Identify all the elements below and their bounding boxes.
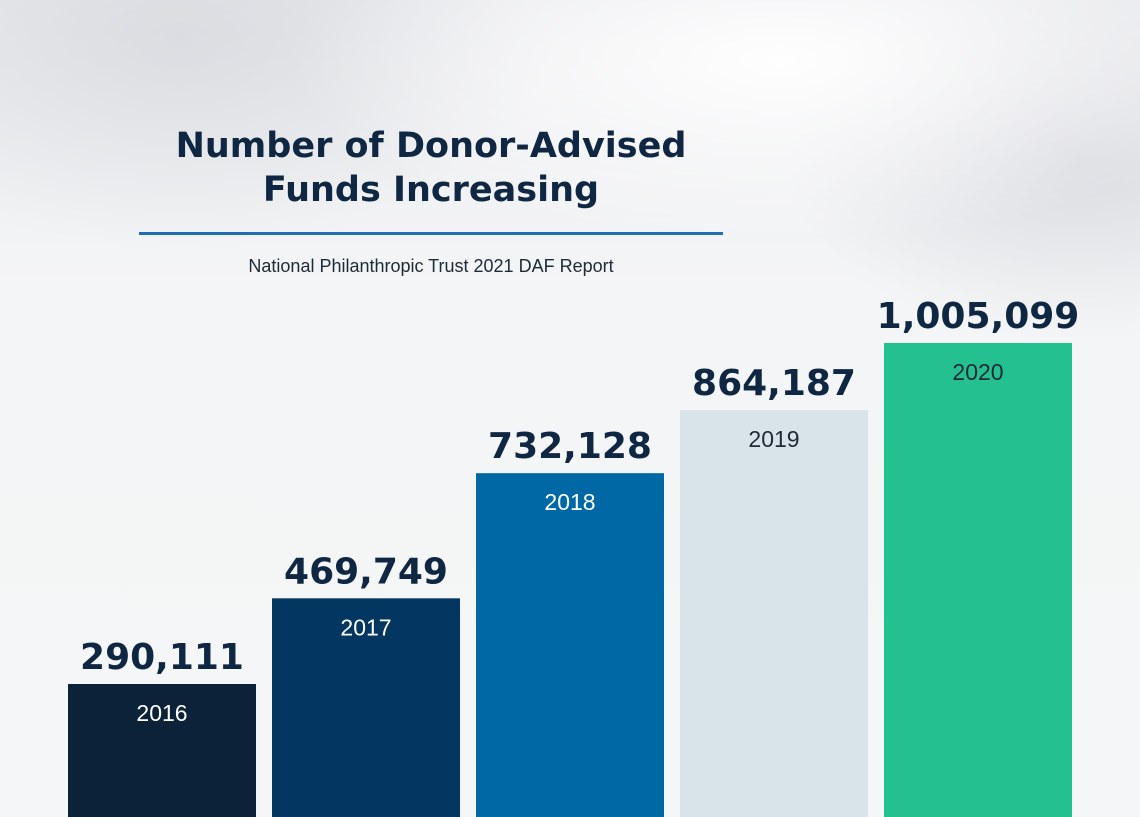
bar-2019 [680, 410, 868, 817]
category-label-2019: 2019 [748, 426, 799, 452]
bar-2017 [272, 598, 460, 817]
category-label-2016: 2016 [136, 700, 187, 726]
title-divider [139, 232, 723, 235]
value-label-2016: 290,111 [80, 637, 244, 678]
chart-subtitle: National Philanthropic Trust 2021 DAF Re… [248, 256, 614, 276]
bar-2016 [68, 684, 256, 817]
bar-2020 [884, 343, 1072, 817]
category-label-2018: 2018 [544, 489, 595, 515]
chart-title: Number of Donor-Advised Funds Increasing [175, 126, 687, 210]
value-label-2017: 469,749 [284, 551, 448, 592]
value-label-2020: 1,005,099 [877, 296, 1080, 337]
bar-2018 [476, 473, 664, 817]
value-label-2019: 864,187 [692, 363, 856, 404]
value-label-2018: 732,128 [488, 426, 652, 467]
category-label-2017: 2017 [340, 614, 391, 640]
category-label-2020: 2020 [952, 359, 1003, 385]
